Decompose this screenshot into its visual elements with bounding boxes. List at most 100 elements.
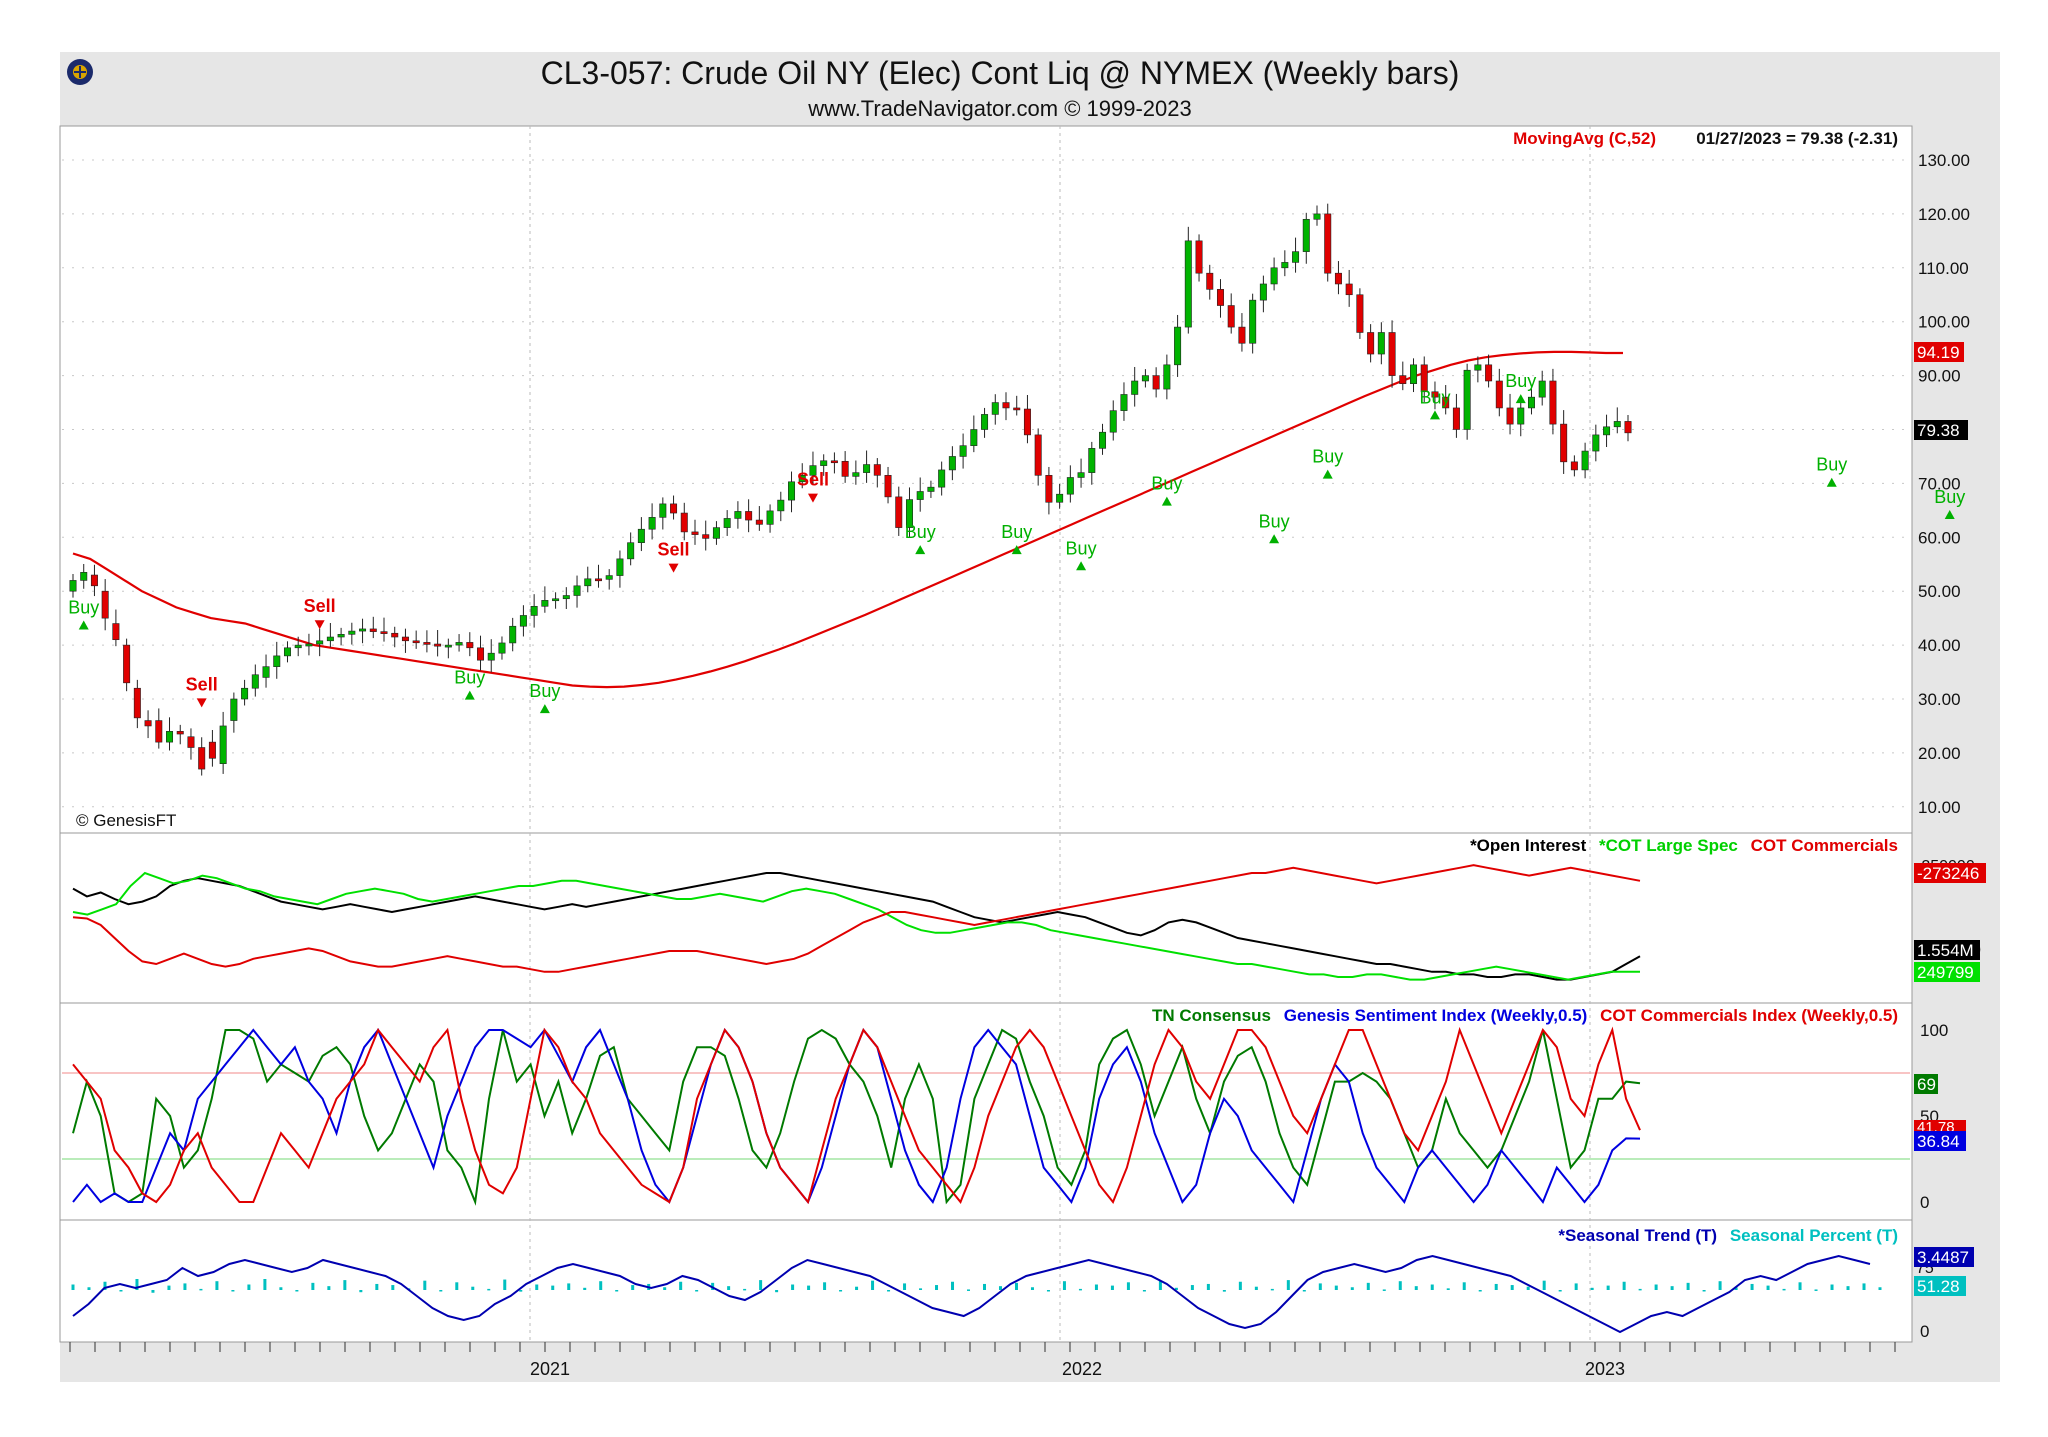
candlestick-layer xyxy=(69,203,1632,776)
sell-label: Sell xyxy=(658,540,690,560)
candle-body xyxy=(444,644,452,648)
candle-body xyxy=(702,534,710,539)
seasonal-percent-bar xyxy=(1030,1287,1034,1290)
seasonal-percent-bar xyxy=(1430,1284,1434,1290)
candle xyxy=(1420,356,1428,403)
candle-body xyxy=(251,674,259,689)
candle xyxy=(981,407,989,438)
candle-body xyxy=(187,736,195,748)
candle xyxy=(573,575,581,608)
candle-body xyxy=(166,731,174,743)
sell-signal: Sell xyxy=(304,596,336,630)
candle xyxy=(627,532,635,566)
candle xyxy=(584,566,592,593)
candle xyxy=(1259,275,1267,313)
candle xyxy=(1624,414,1632,442)
seasonal-percent-bar xyxy=(1734,1287,1738,1290)
candle-body xyxy=(230,698,238,721)
candle-body xyxy=(541,600,549,607)
legend-cot-large-spec: *COT Large Spec xyxy=(1599,836,1738,855)
candle-body xyxy=(670,503,678,514)
candle xyxy=(1056,483,1064,509)
buy-label: Buy xyxy=(1312,447,1343,467)
buy-signal: Buy xyxy=(1934,487,1965,520)
candle-body xyxy=(477,647,485,661)
seasonal-percent-bar xyxy=(982,1283,986,1290)
candle-body xyxy=(841,461,849,477)
candle-body xyxy=(412,640,420,644)
candle xyxy=(959,433,967,469)
seasonal-percent-bar xyxy=(1142,1290,1146,1292)
price-tick-label: 20.00 xyxy=(1918,744,1961,763)
candle-body xyxy=(637,528,645,543)
x-axis-ticks xyxy=(69,1342,1896,1352)
candle xyxy=(369,616,377,639)
candle-body xyxy=(863,464,871,473)
candle xyxy=(1431,381,1439,410)
candle-body xyxy=(745,511,753,521)
seasonal-percent-bar xyxy=(119,1290,123,1292)
buy-signal: Buy xyxy=(529,681,560,714)
candle-body xyxy=(1227,305,1235,328)
candle-body xyxy=(1624,421,1632,434)
candle-body xyxy=(1077,472,1085,478)
candle xyxy=(916,477,924,512)
candle xyxy=(519,605,527,637)
seasonal-percent-bar xyxy=(1542,1280,1546,1290)
candle xyxy=(80,563,88,589)
candle xyxy=(1077,458,1085,488)
candle-body xyxy=(1174,326,1182,366)
candle-body xyxy=(487,652,495,661)
seasonal-percent-bar xyxy=(1686,1282,1690,1290)
candle xyxy=(830,452,838,474)
seasonal-trend-line xyxy=(72,1254,1871,1334)
moving-average-line xyxy=(72,350,1623,689)
candle-body xyxy=(1259,283,1267,301)
price-tick-label: 90.00 xyxy=(1918,367,1961,386)
candle-body xyxy=(434,643,442,647)
seasonal-percent-bar xyxy=(951,1281,955,1290)
svg-text:*Seasonal Trend (T) Season: *Seasonal Trend (T) Seasonal Percent (T) xyxy=(1558,1226,1898,1245)
seasonal-percent-bar xyxy=(1222,1290,1226,1292)
seasonal-percent-bar xyxy=(887,1290,891,1292)
seasonal-percent-bar xyxy=(1270,1288,1274,1291)
candle xyxy=(241,679,249,706)
sentiment-lines-layer xyxy=(62,1026,1910,1206)
candle-body xyxy=(1334,272,1342,285)
seasonal-percent-bar xyxy=(1814,1289,1818,1291)
candle xyxy=(176,724,184,745)
buy-label: Buy xyxy=(1934,487,1965,507)
candle xyxy=(166,717,174,751)
candle-body xyxy=(294,644,302,649)
candle xyxy=(841,451,849,483)
buy-arrow-icon xyxy=(915,545,926,555)
logo-icon xyxy=(67,59,93,85)
candle xyxy=(1141,369,1149,388)
seasonal-percent-bar xyxy=(1190,1285,1194,1290)
candle-body xyxy=(530,605,538,616)
buy-label: Buy xyxy=(1419,387,1450,407)
candle-body xyxy=(1184,240,1192,328)
seasonal-percent-bar xyxy=(503,1279,507,1290)
candle-body xyxy=(884,475,892,498)
seasonal-percent-bar xyxy=(1798,1282,1802,1290)
seasonal-percent-bar xyxy=(1078,1288,1082,1291)
candle xyxy=(1388,320,1396,388)
sell-arrow-icon xyxy=(807,493,818,503)
candle-body xyxy=(380,631,388,634)
candle-body xyxy=(873,464,881,476)
price-panel xyxy=(59,125,1913,834)
seasonal-percent-bar xyxy=(279,1287,283,1290)
seasonal-percent-bar xyxy=(375,1283,379,1290)
candle-body xyxy=(981,414,989,430)
candle xyxy=(552,592,560,609)
candle xyxy=(509,617,517,652)
candle xyxy=(1099,423,1107,455)
candle-body xyxy=(1377,332,1385,355)
buy-label: Buy xyxy=(529,681,560,701)
candle-body xyxy=(1452,407,1460,430)
candle-body xyxy=(1517,407,1525,425)
cot-index-value-box xyxy=(1914,1120,1966,1134)
genesis-value-label: 36.84 xyxy=(1917,1132,1960,1151)
candle-body xyxy=(1603,426,1611,436)
